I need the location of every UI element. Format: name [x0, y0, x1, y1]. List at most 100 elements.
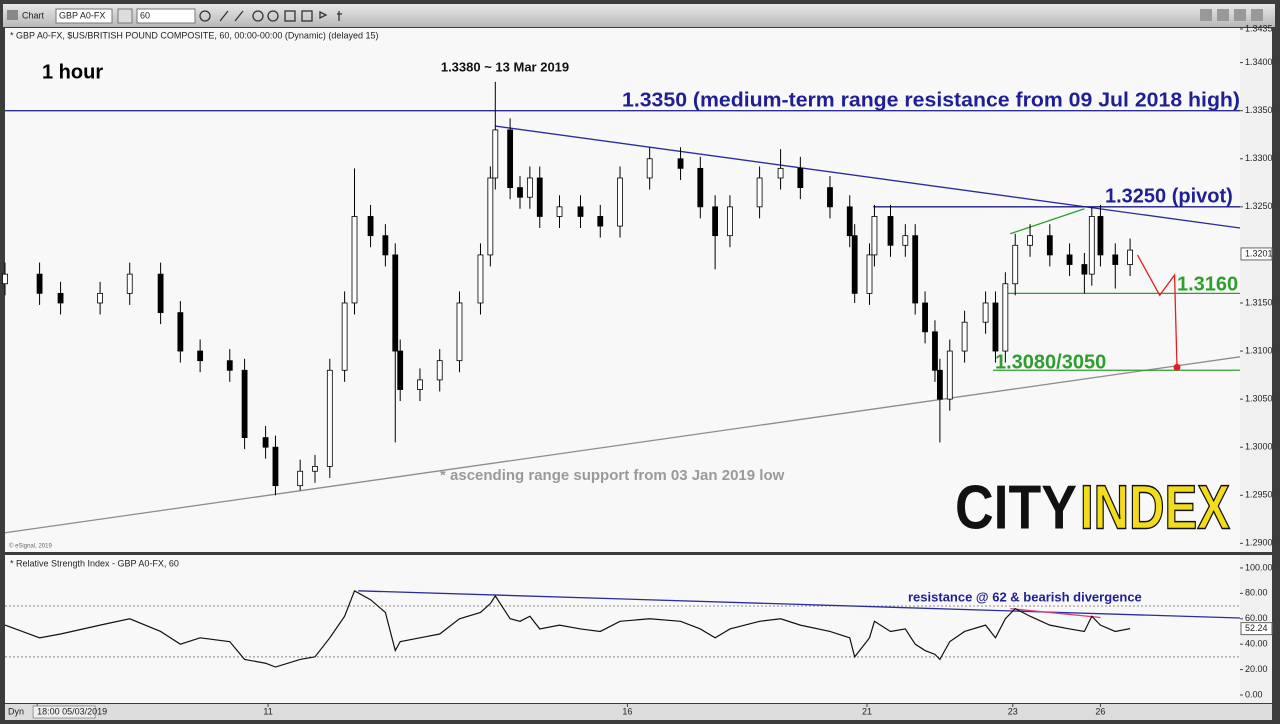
candle-body: [526, 177, 533, 198]
candle-body: [932, 331, 938, 371]
panel-title: * GBP A0-FX, $US/BRITISH POUND COMPOSITE…: [10, 30, 378, 40]
candle-body: [2, 273, 8, 285]
annotation: 1.3350 (medium-term range resistance fro…: [622, 89, 1240, 111]
candle-body: [777, 167, 784, 179]
last-value-box: [1240, 622, 1273, 636]
candle-body: [1088, 216, 1095, 275]
candle-body: [477, 254, 484, 304]
credit: © eSignal, 2019: [9, 543, 52, 550]
last-value: 52.24: [1245, 623, 1268, 633]
candle-body: [646, 158, 653, 179]
y-tick-label: 1.3400: [1245, 57, 1273, 67]
candle-body: [36, 273, 43, 294]
y-tick-label: 1.3150: [1245, 297, 1273, 307]
interval[interactable]: 60: [140, 10, 150, 20]
trend-end: [1173, 363, 1181, 371]
candle-body: [1002, 283, 1009, 352]
candle-body: [1066, 254, 1073, 265]
candle-body: [262, 437, 269, 448]
candle-body: [1112, 254, 1119, 265]
candle-body: [617, 177, 623, 227]
y-tick-label: 1.3350: [1245, 105, 1273, 115]
y-tick-label: 40.00: [1245, 639, 1268, 649]
symbol[interactable]: GBP A0-FX: [59, 10, 105, 20]
x-tick-label: 23: [1008, 706, 1018, 716]
candle-body: [392, 254, 399, 352]
time-axis: [5, 704, 1272, 720]
window-buttons[interactable]: [1200, 9, 1263, 21]
annotation: 1.3250 (pivot): [1105, 185, 1233, 207]
candle-body: [871, 216, 878, 256]
annotation: 1.3160: [1177, 273, 1238, 295]
toolbar-icons[interactable]: [199, 10, 342, 22]
y-tick-label: 1.3100: [1245, 345, 1273, 355]
last-price: 1.3201: [1245, 248, 1273, 258]
candle-body: [367, 216, 374, 237]
annotation: 1.3380 ~ 13 Mar 2019: [441, 59, 569, 74]
candle-body: [487, 177, 494, 256]
candle-body: [597, 216, 604, 227]
candle-body: [851, 235, 858, 294]
y-tick-label: 1.2950: [1245, 490, 1273, 500]
candle-body: [177, 312, 184, 352]
trend-line: [358, 590, 1241, 619]
candle-body: [297, 470, 304, 487]
candle-body: [312, 466, 318, 472]
y-tick-label: 1.3050: [1245, 394, 1273, 404]
trend-line: [1010, 607, 1101, 619]
y-tick-label: 1.3000: [1245, 442, 1273, 452]
candle-body: [517, 187, 523, 198]
candle-body: [456, 302, 463, 362]
candle-body: [697, 167, 704, 208]
y-tick-label: 0.00: [1245, 689, 1263, 699]
candle-body: [992, 302, 999, 352]
candle-body: [417, 379, 423, 390]
candle-body: [436, 360, 443, 381]
candle-body: [577, 206, 584, 217]
y-tick-label: 100.00: [1245, 562, 1273, 572]
y-tick-label: 1.3300: [1245, 153, 1273, 163]
candle-body: [902, 235, 909, 246]
candle-body: [1046, 235, 1053, 256]
trend-line: [4, 356, 1241, 534]
panel-title: * Relative Strength Index - GBP A0-FX, 6…: [10, 558, 179, 568]
annotation: resistance @ 62 & bearish divergence: [908, 589, 1142, 604]
annotation: 1 hour: [42, 61, 103, 83]
last-price-box: [1240, 247, 1273, 261]
rsi-panel: [5, 555, 1240, 703]
candle-body: [756, 177, 763, 208]
candle-body: [712, 206, 719, 237]
candle-body: [727, 206, 733, 237]
candle-body: [126, 273, 133, 294]
candle-body: [272, 446, 279, 487]
y-tick-label: 1.3250: [1245, 201, 1273, 211]
candle-body: [1097, 216, 1104, 256]
logo-left: CITY: [955, 473, 1077, 542]
y-tick-label: 60.00: [1245, 613, 1268, 623]
y-tick-label: 1.3435: [1245, 23, 1273, 33]
interval-box[interactable]: [136, 8, 196, 24]
x-tick-label: 18:00 05/03/2019: [37, 706, 107, 716]
price-axis: [1240, 28, 1272, 552]
annotation: 1.3080/3050: [995, 351, 1106, 373]
candle-body: [226, 360, 233, 371]
x-tick-label: 26: [1095, 706, 1105, 716]
candle-body: [157, 273, 164, 313]
x-tick-label: 21: [862, 706, 872, 716]
price-panel: [5, 28, 1240, 552]
candle-body: [492, 129, 499, 179]
candle-body: [922, 302, 928, 333]
candle-body: [982, 302, 989, 323]
symbol-box[interactable]: [55, 8, 113, 24]
candle-body: [797, 167, 804, 189]
candle-body: [241, 369, 248, 438]
candle-body: [326, 369, 333, 467]
candle-body: [1012, 244, 1019, 285]
candle-body: [536, 177, 543, 217]
candle-body: [827, 187, 833, 208]
candle-body: [866, 254, 873, 294]
symbol-search[interactable]: [117, 8, 133, 24]
candle-body: [677, 158, 684, 169]
